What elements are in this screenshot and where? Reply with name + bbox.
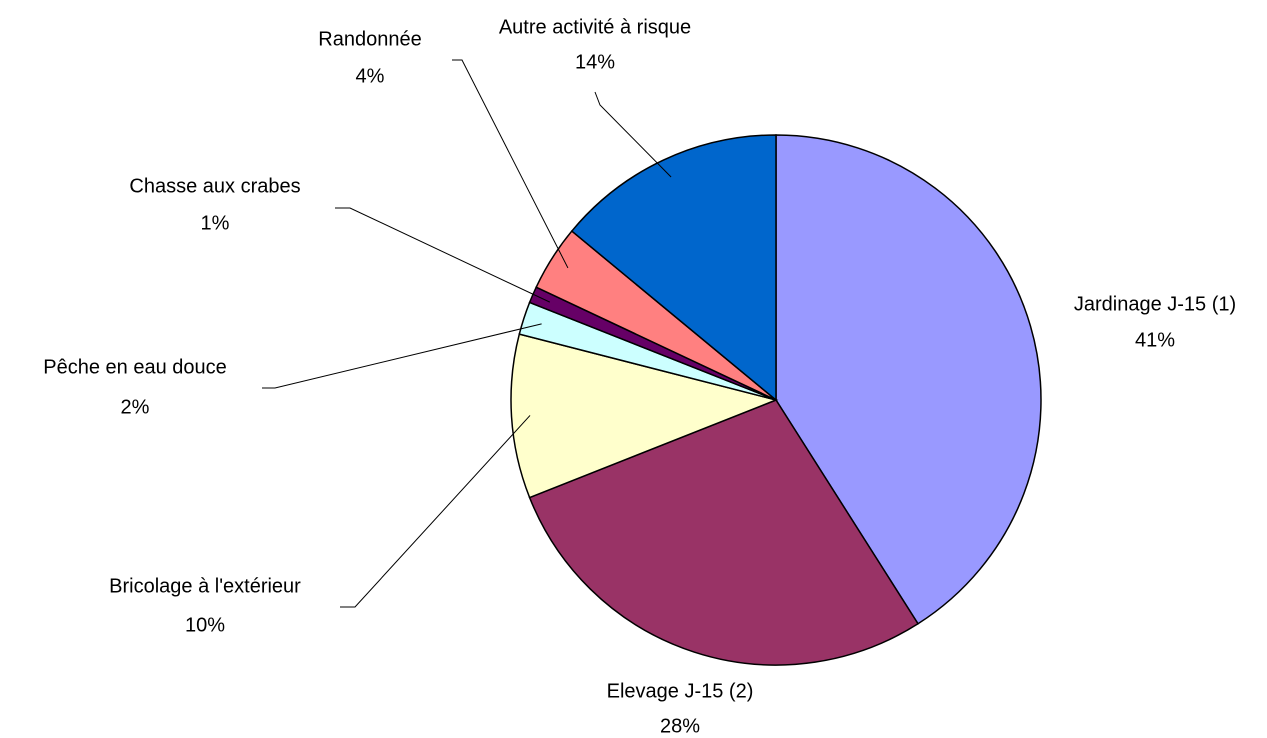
- slice-value-label: 28%: [660, 715, 700, 737]
- slice-label: Randonnée: [318, 28, 421, 50]
- slice-value-label: 10%: [185, 614, 225, 636]
- leader-line: [262, 323, 542, 389]
- slice-label: Chasse aux crabes: [129, 175, 300, 197]
- leader-line: [335, 207, 551, 303]
- slice-value-label: 4%: [356, 65, 385, 87]
- pie-slice: [510, 333, 779, 499]
- leader-line: [452, 59, 569, 269]
- slice-value-label: 41%: [1135, 329, 1175, 351]
- slice-label: Bricolage à l'extérieur: [109, 575, 301, 597]
- slice-label: Elevage J-15 (2): [607, 680, 754, 702]
- slice-value-label: 1%: [201, 212, 230, 234]
- slice-value-label: 14%: [575, 51, 615, 73]
- pie-slice: [570, 134, 777, 402]
- pie-slice: [775, 134, 1042, 625]
- leader-line: [594, 91, 672, 178]
- slice-label: Jardinage J-15 (1): [1074, 293, 1236, 315]
- slice-value-label: 2%: [121, 396, 150, 418]
- leader-line: [340, 415, 531, 608]
- slice-label: Pêche en eau douce: [43, 356, 227, 378]
- slice-label: Autre activité à risque: [499, 16, 691, 38]
- pie-slice: [528, 399, 920, 666]
